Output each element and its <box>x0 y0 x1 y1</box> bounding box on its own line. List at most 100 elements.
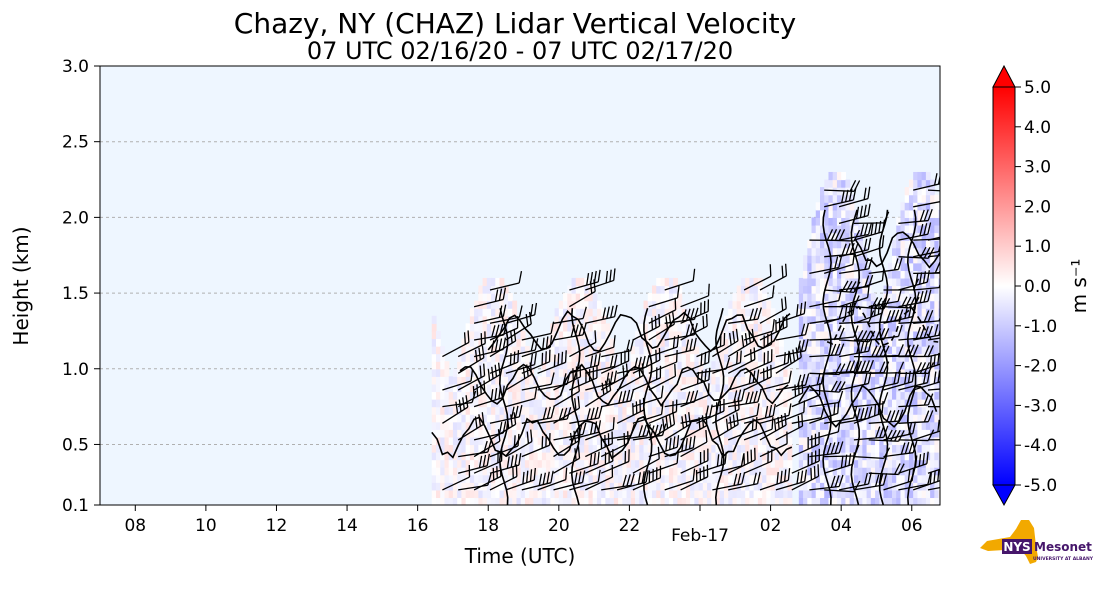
velocity-cell <box>537 489 543 499</box>
velocity-cell <box>707 467 712 476</box>
velocity-cell <box>904 421 910 430</box>
velocity-cell <box>930 285 935 294</box>
velocity-cell <box>690 436 695 446</box>
velocity-cell <box>770 497 776 505</box>
velocity-cell <box>601 399 607 408</box>
velocity-cell <box>858 224 863 234</box>
velocity-cell <box>508 346 513 355</box>
velocity-cell <box>930 489 935 499</box>
velocity-cell <box>618 489 623 499</box>
velocity-cell <box>798 467 804 476</box>
wind-barb <box>913 239 940 258</box>
wind-barb <box>809 419 841 441</box>
velocity-cell <box>938 300 940 309</box>
velocity-cell <box>917 489 923 499</box>
velocity-cell <box>820 383 825 393</box>
velocity-cell <box>921 300 927 309</box>
velocity-cell <box>461 391 467 400</box>
velocity-cell <box>681 383 687 393</box>
velocity-cell <box>652 353 657 362</box>
velocity-cell <box>571 436 577 446</box>
wind-barb <box>457 412 485 441</box>
velocity-cell <box>465 346 471 355</box>
velocity-cell <box>862 285 868 294</box>
velocity-cell <box>811 293 817 302</box>
velocity-cell <box>824 232 830 241</box>
velocity-cell <box>820 209 825 218</box>
velocity-cell <box>431 346 437 355</box>
velocity-cell <box>740 353 746 362</box>
velocity-cell <box>870 497 876 505</box>
velocity-cell <box>580 368 585 377</box>
velocity-cell <box>774 361 780 370</box>
velocity-cell <box>753 414 759 423</box>
velocity-cell <box>660 338 666 347</box>
velocity-cell <box>740 285 746 294</box>
velocity-cell <box>677 399 683 408</box>
velocity-cell <box>938 497 940 505</box>
velocity-cell <box>550 489 556 499</box>
y-tick-label: 0.5 <box>62 435 89 455</box>
velocity-cell <box>609 414 615 423</box>
velocity-cell <box>858 270 863 279</box>
velocity-cell <box>656 459 662 468</box>
velocity-cell <box>740 277 746 287</box>
velocity-cell <box>630 353 636 362</box>
velocity-cell <box>546 452 551 461</box>
velocity-cell <box>770 376 776 385</box>
velocity-cell <box>694 346 700 355</box>
ualbany-text: UNIVERSITY AT ALBANY <box>1033 556 1094 562</box>
wind-barb <box>680 404 713 424</box>
velocity-cell <box>508 338 513 347</box>
velocity-cell <box>618 414 623 423</box>
velocity-cell <box>567 361 573 370</box>
velocity-cell <box>533 406 539 415</box>
velocity-cell <box>828 202 834 211</box>
velocity-cell <box>580 353 585 362</box>
velocity-cell <box>715 391 721 400</box>
velocity-cell <box>849 262 855 271</box>
velocity-cell <box>745 376 751 385</box>
velocity-cell <box>491 383 496 393</box>
velocity-cell <box>702 414 708 423</box>
velocity-cell <box>824 482 830 491</box>
velocity-cell <box>677 436 683 446</box>
velocity-cell <box>609 497 615 505</box>
velocity-cell <box>728 452 734 461</box>
velocity-cell <box>630 444 636 453</box>
velocity-cell <box>546 361 551 370</box>
velocity-cell <box>766 300 772 309</box>
wind-barb <box>505 429 533 458</box>
velocity-cell <box>647 338 653 347</box>
velocity-cell <box>575 277 581 287</box>
velocity-cell <box>613 489 619 499</box>
velocity-cell <box>883 474 889 483</box>
velocity-cell <box>660 406 666 415</box>
velocity-cell <box>892 497 897 505</box>
velocity-cell <box>740 459 746 468</box>
velocity-cell <box>921 194 927 203</box>
velocity-cell <box>524 391 530 400</box>
velocity-cell <box>853 376 859 385</box>
velocity-cell <box>491 414 496 423</box>
velocity-cell <box>685 489 691 499</box>
velocity-cell <box>783 429 789 438</box>
velocity-cell <box>832 497 838 505</box>
velocity-cell <box>524 421 530 430</box>
velocity-cell <box>448 406 454 415</box>
velocity-cell <box>702 444 708 453</box>
velocity-cell <box>853 467 859 476</box>
velocity-cell <box>908 187 914 196</box>
velocity-cell <box>596 323 602 332</box>
velocity-cell <box>887 421 893 430</box>
velocity-cell <box>499 436 505 446</box>
velocity-cell <box>875 467 880 476</box>
velocity-cell <box>803 399 808 408</box>
velocity-cell <box>925 497 931 505</box>
velocity-cell <box>618 376 623 385</box>
velocity-cell <box>753 300 759 309</box>
wind-barb <box>927 334 940 341</box>
velocity-cell <box>879 323 885 332</box>
wind-barb <box>600 449 630 474</box>
velocity-cell <box>541 452 547 461</box>
